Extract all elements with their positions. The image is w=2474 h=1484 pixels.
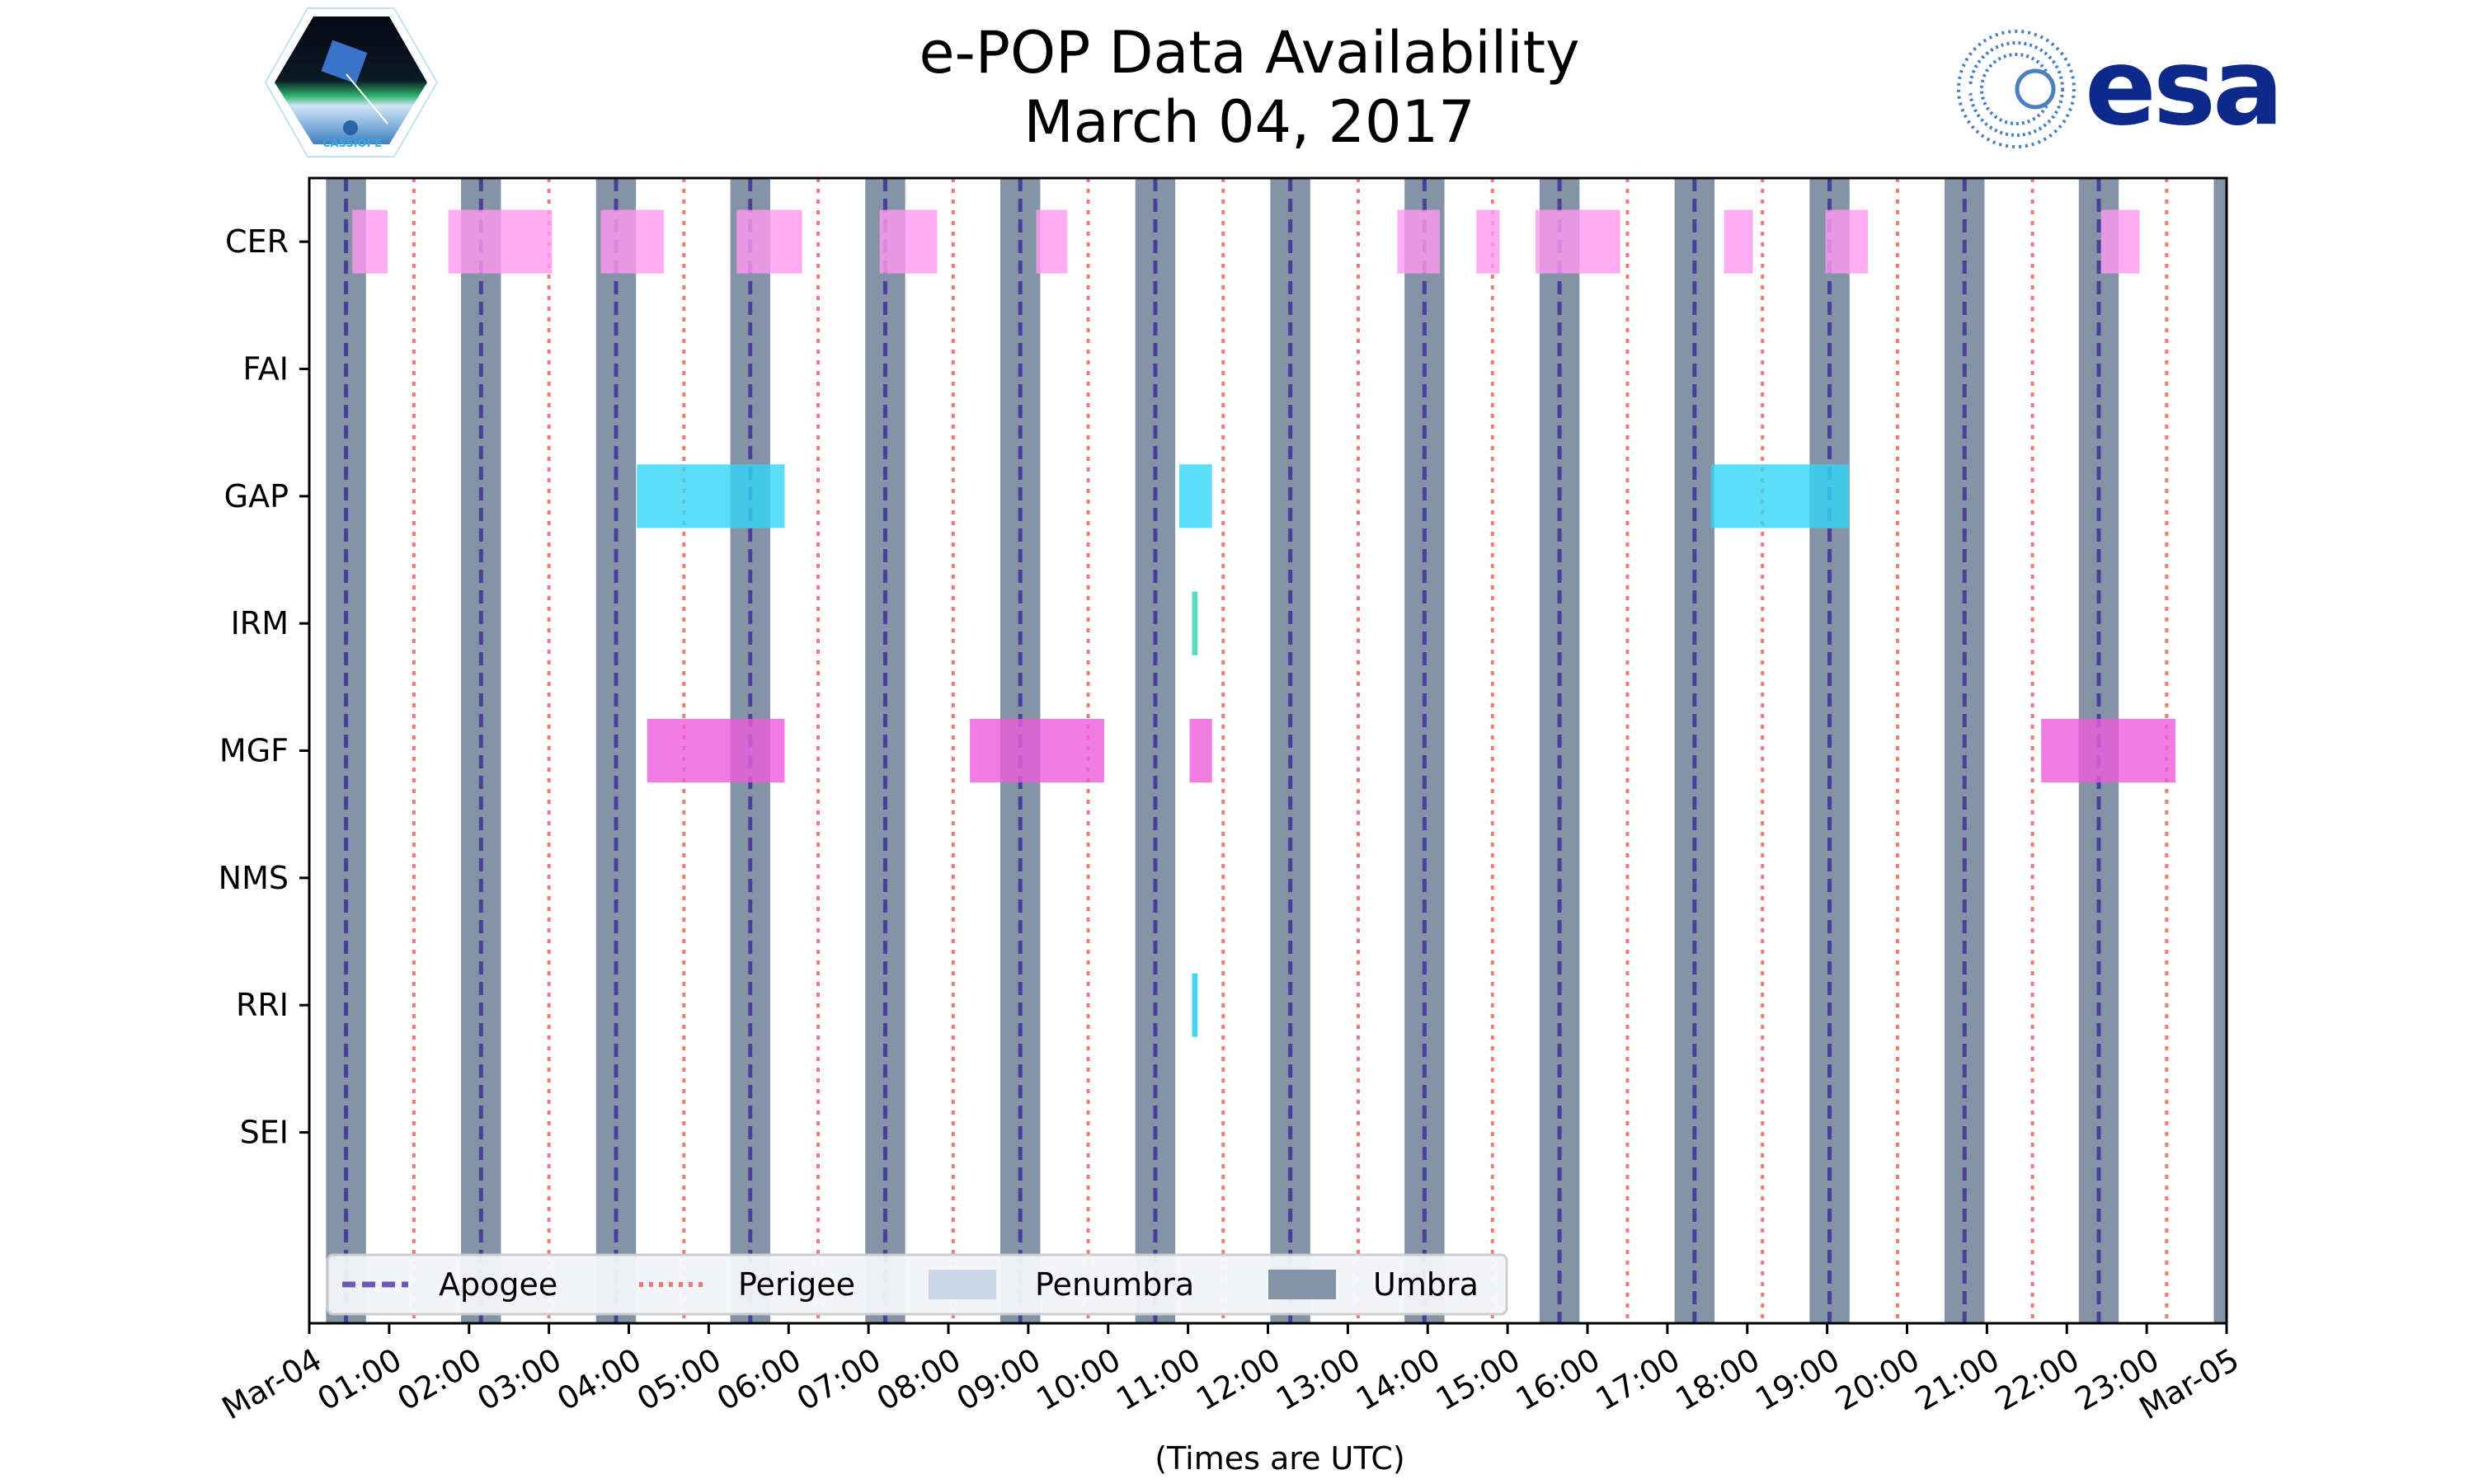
availability-bar-cer bbox=[879, 209, 938, 274]
cassiope-logo: CASSIOPE bbox=[264, 7, 439, 157]
esa-logo: esa bbox=[1957, 26, 2284, 149]
cassiope-logo-text: CASSIOPE bbox=[322, 138, 382, 150]
x-tick-label: 07:00 bbox=[791, 1341, 887, 1418]
x-tick-label: 08:00 bbox=[871, 1341, 967, 1418]
availability-bar-mgf bbox=[1189, 718, 1212, 783]
chart-title-line2: March 04, 2017 bbox=[1023, 88, 1475, 156]
x-tick-label: 19:00 bbox=[1749, 1341, 1846, 1418]
x-axis: Mar-0401:0002:0003:0004:0005:0006:0007:0… bbox=[216, 1323, 2246, 1426]
availability-bar-rri bbox=[1192, 973, 1198, 1037]
x-tick-label: 06:00 bbox=[711, 1341, 807, 1418]
y-tick-label: NMS bbox=[219, 860, 289, 896]
y-tick-label: IRM bbox=[231, 605, 289, 641]
y-tick-label: GAP bbox=[224, 478, 289, 514]
x-tick-label: 16:00 bbox=[1510, 1341, 1606, 1418]
legend-apogee-label: Apogee bbox=[439, 1266, 557, 1303]
esa-logo-text: esa bbox=[2085, 26, 2280, 149]
x-tick-label: 14:00 bbox=[1350, 1341, 1446, 1418]
legend-penumbra-label: Penumbra bbox=[1035, 1266, 1194, 1303]
y-tick-label: RRI bbox=[236, 987, 289, 1023]
x-tick-label: 22:00 bbox=[1989, 1341, 2086, 1418]
y-axis: CER FAI GAP IRM MGF NMS RRI SEI bbox=[219, 223, 309, 1151]
x-tick-label: 09:00 bbox=[951, 1341, 1047, 1418]
y-tick-label: SEI bbox=[240, 1115, 289, 1151]
x-tick-label: 04:00 bbox=[551, 1341, 647, 1418]
plot-area bbox=[326, 178, 2227, 1323]
availability-bar-cer bbox=[736, 209, 802, 274]
availability-bar-gap bbox=[1178, 464, 1212, 528]
x-tick-label: 12:00 bbox=[1190, 1341, 1286, 1418]
legend-penumbra-swatch bbox=[929, 1270, 996, 1299]
y-tick-label: CER bbox=[225, 223, 289, 260]
availability-bar-cer bbox=[1724, 209, 1753, 274]
x-tick-label: 13:00 bbox=[1270, 1341, 1366, 1418]
availability-bar-cer bbox=[1825, 209, 1869, 274]
x-axis-label: (Times are UTC) bbox=[1155, 1440, 1404, 1477]
availability-bar-gap bbox=[637, 464, 785, 528]
x-tick-label: 11:00 bbox=[1110, 1341, 1206, 1418]
availability-bar-cer bbox=[600, 209, 665, 274]
x-tick-label: 01:00 bbox=[312, 1341, 408, 1418]
x-tick-label: 20:00 bbox=[1829, 1341, 1926, 1418]
x-tick-label: 03:00 bbox=[471, 1341, 567, 1418]
chart-title-line1: e-POP Data Availability bbox=[919, 19, 1579, 87]
x-tick-label: 02:00 bbox=[391, 1341, 487, 1418]
x-tick-label: 10:00 bbox=[1030, 1341, 1126, 1418]
availability-bar-cer bbox=[1397, 209, 1440, 274]
x-tick-label: 17:00 bbox=[1590, 1341, 1686, 1418]
availability-bar-cer bbox=[2100, 209, 2140, 274]
availability-bar-cer bbox=[1036, 209, 1068, 274]
availability-bar-cer bbox=[1536, 209, 1620, 274]
availability-bar-gap bbox=[1711, 464, 1849, 528]
x-tick-label: 21:00 bbox=[1909, 1341, 2006, 1418]
legend-umbra-label: Umbra bbox=[1373, 1266, 1479, 1303]
availability-bar-cer bbox=[352, 209, 388, 274]
y-tick-label: MGF bbox=[219, 733, 289, 769]
x-tick-label: 18:00 bbox=[1669, 1341, 1766, 1418]
availability-bar-cer bbox=[448, 209, 553, 274]
legend: Apogee Perigee Penumbra Umbra bbox=[326, 1253, 1508, 1316]
esa-emblem-icon bbox=[1957, 30, 2076, 148]
y-tick-label: FAI bbox=[242, 351, 289, 387]
x-tick-label: 05:00 bbox=[631, 1341, 727, 1418]
x-tick-label: Mar-04 bbox=[216, 1341, 328, 1427]
availability-bar-mgf bbox=[2041, 718, 2175, 783]
availability-bar-mgf bbox=[647, 718, 785, 783]
availability-bar-irm bbox=[1192, 591, 1198, 655]
legend-perigee-label: Perigee bbox=[738, 1266, 855, 1303]
availability-bar-mgf bbox=[970, 718, 1104, 783]
umbra-band bbox=[2213, 178, 2227, 1323]
x-tick-label: 15:00 bbox=[1430, 1341, 1526, 1418]
legend-umbra-swatch bbox=[1268, 1270, 1336, 1299]
availability-bar-cer bbox=[1476, 209, 1500, 274]
